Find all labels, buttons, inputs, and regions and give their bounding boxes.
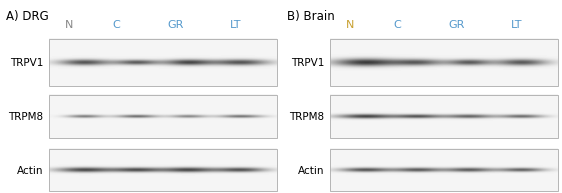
Text: C: C	[113, 20, 120, 30]
Text: N: N	[65, 20, 73, 30]
Bar	[49, 149, 277, 191]
Text: TRPV1: TRPV1	[10, 58, 44, 68]
Text: B) Brain: B) Brain	[287, 10, 334, 23]
Text: LT: LT	[230, 20, 242, 30]
Text: TRPM8: TRPM8	[8, 112, 44, 122]
Text: TRPM8: TRPM8	[289, 112, 325, 122]
Text: C: C	[394, 20, 401, 30]
Bar	[330, 149, 558, 191]
Text: LT: LT	[511, 20, 523, 30]
Text: N: N	[346, 20, 354, 30]
Bar	[330, 39, 558, 86]
Bar	[49, 39, 277, 86]
Text: GR: GR	[448, 20, 465, 30]
Text: GR: GR	[167, 20, 184, 30]
Text: A) DRG: A) DRG	[6, 10, 48, 23]
Bar	[49, 95, 277, 138]
Text: Actin: Actin	[298, 166, 325, 176]
Text: TRPV1: TRPV1	[291, 58, 325, 68]
Text: Actin: Actin	[17, 166, 44, 176]
Bar	[330, 95, 558, 138]
